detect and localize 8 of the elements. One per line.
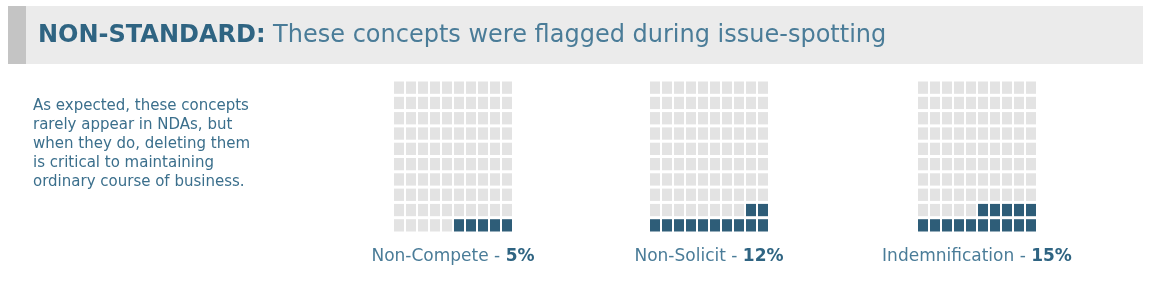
category-label: Indemnification - (882, 245, 1027, 265)
data-label: 12% (742, 245, 784, 265)
data-label: 15% (1031, 245, 1072, 265)
data-label: 5% (505, 245, 535, 265)
category-label: Non-Solicit - (634, 245, 739, 265)
category-label: Non-Compete - (371, 245, 502, 265)
text: As expected, these concepts rarely appear in NDAs, but when they do, deleting them is critical to maintaining ordinary course of business. (33, 96, 251, 191)
text: NON-STANDARD: These concepts were flagged during issue-spotting (38, 20, 887, 48)
